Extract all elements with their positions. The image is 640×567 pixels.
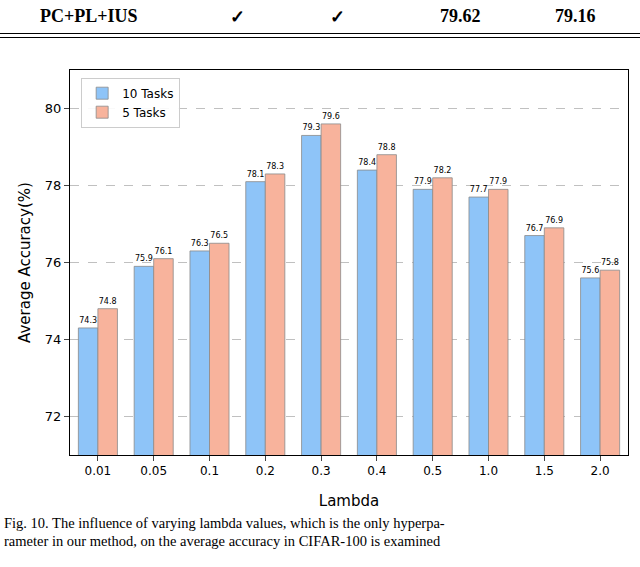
svg-text:77.9: 77.9: [414, 177, 432, 186]
svg-text:1.5: 1.5: [535, 464, 554, 478]
svg-text:74.8: 74.8: [99, 297, 117, 306]
svg-text:0.5: 0.5: [423, 464, 442, 478]
svg-text:72: 72: [45, 409, 62, 424]
svg-text:75.8: 75.8: [601, 258, 619, 267]
svg-text:79.6: 79.6: [322, 112, 340, 121]
svg-text:75.9: 75.9: [135, 254, 153, 263]
svg-text:1.0: 1.0: [479, 464, 498, 478]
svg-text:74.3: 74.3: [79, 316, 97, 325]
svg-text:0.1: 0.1: [200, 464, 219, 478]
svg-text:5 Tasks: 5 Tasks: [122, 106, 166, 120]
svg-text:79.3: 79.3: [302, 123, 320, 132]
svg-text:76.9: 76.9: [545, 216, 563, 225]
svg-text:Average Accuracy(%): Average Accuracy(%): [16, 182, 34, 343]
svg-text:78.4: 78.4: [358, 158, 376, 167]
svg-text:78.2: 78.2: [434, 166, 452, 175]
svg-text:2.0: 2.0: [591, 464, 610, 478]
svg-text:78.3: 78.3: [266, 162, 284, 171]
svg-text:76.7: 76.7: [526, 224, 544, 233]
html-text:79.62: 79.62: [440, 6, 481, 26]
svg-text:76: 76: [45, 255, 62, 270]
svg-text:0.2: 0.2: [256, 464, 275, 478]
svg-text:0.01: 0.01: [85, 464, 112, 478]
html-text:rameter in our method, on the: rameter in our method, on the average ac…: [4, 533, 441, 549]
svg-text:0.4: 0.4: [367, 464, 386, 478]
svg-text:78: 78: [45, 178, 62, 193]
html-text:Fig. 10. The influence of vary: Fig. 10. The influence of varying lambda…: [4, 515, 445, 531]
svg-text:0.3: 0.3: [312, 464, 331, 478]
svg-text:78.1: 78.1: [247, 170, 265, 179]
svg-text:77.7: 77.7: [470, 185, 488, 194]
html-text:PC+PL+IUS: PC+PL+IUS: [40, 6, 138, 26]
svg-text:76.3: 76.3: [191, 239, 209, 248]
svg-text:80: 80: [45, 101, 62, 116]
svg-text:10 Tasks: 10 Tasks: [122, 87, 173, 101]
svg-text:74: 74: [45, 332, 62, 347]
html-text:79.16: 79.16: [555, 6, 596, 26]
svg-text:Lambda: Lambda: [319, 492, 379, 510]
svg-text:77.9: 77.9: [489, 177, 507, 186]
svg-text:0.05: 0.05: [140, 464, 167, 478]
svg-text:75.6: 75.6: [581, 266, 599, 275]
svg-text:76.1: 76.1: [155, 247, 173, 256]
svg-text:78.8: 78.8: [378, 143, 396, 152]
svg-text:76.5: 76.5: [210, 231, 228, 240]
